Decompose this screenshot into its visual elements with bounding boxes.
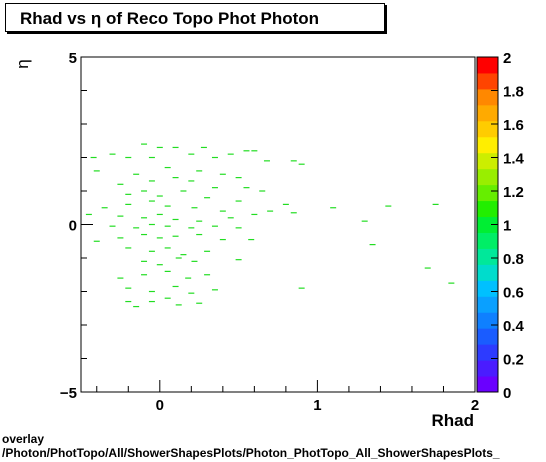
palette-swatch — [477, 248, 498, 265]
palette-tick-label: 0.8 — [503, 251, 524, 268]
palette-swatch — [477, 280, 498, 297]
title-box: Rhad vs η of Reco Topo Phot Photon — [5, 3, 385, 32]
y-tick-label: 0 — [69, 218, 77, 235]
palette-swatch — [477, 360, 498, 377]
palette-tick-label: 0 — [503, 385, 511, 402]
palette-swatch — [477, 152, 498, 170]
palette-swatch — [477, 312, 498, 329]
palette-tick-label: 1.8 — [503, 84, 524, 101]
x-tick-label: 1 — [313, 397, 321, 414]
palette-swatch — [477, 296, 498, 313]
palette-tick-label: 1.4 — [503, 151, 525, 168]
palette-tick-label: 0.2 — [503, 352, 524, 369]
palette-swatch — [477, 200, 498, 218]
palette-tick-label: 2 — [503, 50, 511, 67]
palette-tick-label: 0.6 — [503, 285, 524, 302]
plot-frame — [80, 56, 476, 393]
chart-title: Rhad vs η of Reco Topo Phot Photon — [20, 9, 320, 28]
palette-swatch — [477, 168, 498, 186]
palette-swatch — [477, 264, 498, 281]
palette-swatch — [477, 120, 498, 138]
palette-swatch — [477, 376, 498, 393]
palette-swatch — [477, 232, 498, 249]
palette-swatch — [477, 344, 498, 361]
y-tick-label: 5 — [69, 50, 77, 67]
palette-swatch — [477, 72, 498, 90]
footer-path: /Photon/PhotTopo/All/ShowerShapesPlots/P… — [2, 446, 500, 460]
x-axis-label: Rhad — [432, 411, 475, 430]
data-points — [85, 143, 455, 308]
palette-swatch — [477, 184, 498, 202]
palette-tick-label: 1.6 — [503, 117, 524, 134]
x-tick-label: 0 — [156, 397, 164, 414]
palette-swatch — [477, 88, 498, 106]
palette-tick-label: 0.4 — [503, 318, 525, 335]
footer-overlay: overlay — [2, 432, 45, 446]
axes: 0 1 2 5 0 −5 — [60, 50, 479, 414]
palette-swatch — [477, 57, 498, 74]
palette-swatch — [477, 136, 498, 154]
x-tick-label: 2 — [471, 397, 479, 414]
palette-tick-label: 1.2 — [503, 184, 524, 201]
y-tick-label: −5 — [60, 385, 77, 402]
palette-swatch — [477, 328, 498, 345]
plot-area — [80, 56, 476, 393]
y-axis-label: η — [13, 59, 32, 68]
palette-tick-label: 1 — [503, 218, 511, 235]
color-palette: 0 0.2 0.4 0.6 0.8 1 1.2 1.4 1.6 1.8 2 — [476, 50, 525, 402]
palette-swatch — [477, 216, 498, 233]
palette-swatch — [477, 104, 498, 122]
